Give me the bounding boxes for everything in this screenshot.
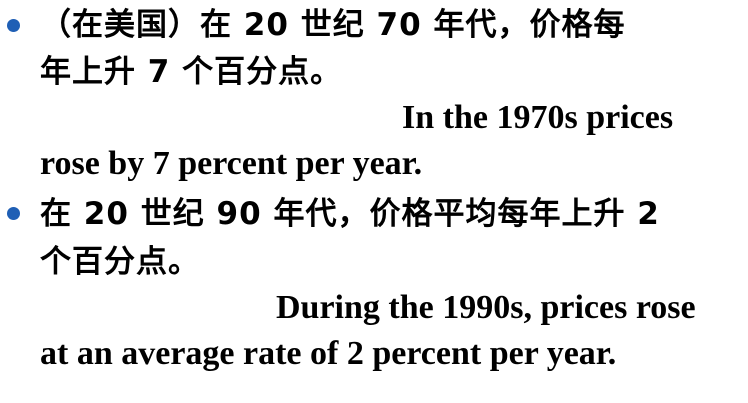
bullet-dot-icon	[7, 19, 20, 32]
item-1-english-line-1: In the 1970s prices	[402, 99, 674, 136]
item-2-english-line-1: During the 1990s, prices rose	[276, 289, 696, 326]
item-1-english-line-2: rose by 7 percent per year.	[40, 145, 423, 182]
bullet-dot-icon	[7, 207, 20, 220]
item-1-chinese-line-1: （在美国）在 20 世纪 70 年代，价格每	[40, 7, 626, 43]
item-2-chinese-line-2: 个百分点。	[40, 244, 200, 280]
item-1-chinese-line-2: 年上升 7 个百分点。	[40, 54, 343, 90]
item-2-chinese-line-1: 在 20 世纪 90 年代，价格平均每年上升 2	[40, 196, 660, 232]
item-2-english-line-2: at an average rate of 2 percent per year…	[40, 335, 617, 372]
